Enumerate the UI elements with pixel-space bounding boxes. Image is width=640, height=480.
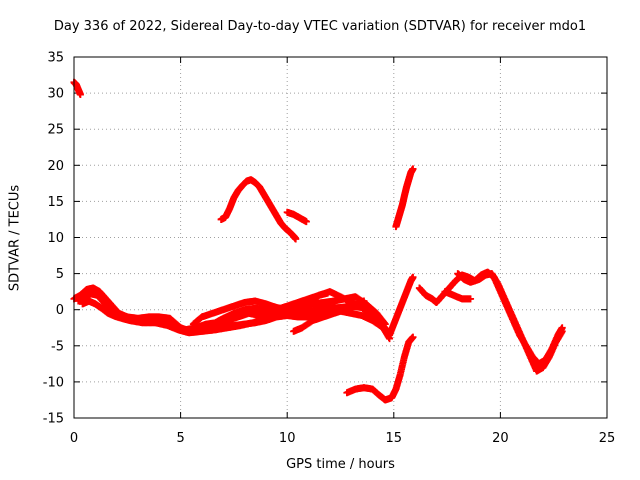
data-point	[409, 333, 417, 341]
series-right-cluster-b	[454, 270, 566, 375]
y-tick-label: 0	[56, 303, 64, 318]
series-hump-tail	[283, 208, 310, 226]
y-tick-label: -15	[43, 412, 64, 427]
series-rise-15	[392, 165, 417, 231]
y-tick-label: 25	[47, 123, 64, 138]
x-tick-label: 15	[386, 431, 403, 446]
x-tick-label: 5	[176, 431, 184, 446]
y-tick-label: 10	[47, 231, 64, 246]
data-point	[409, 165, 417, 173]
data-point	[409, 273, 417, 281]
data-point	[467, 295, 475, 303]
x-tick-label: 0	[70, 431, 78, 446]
data-series	[70, 78, 566, 404]
axis-ticks: -15 -10 -5 0 5 10 15 20 25 30 35 0 5 10 15 20 25	[43, 51, 616, 447]
y-tick-label: 20	[47, 159, 64, 174]
x-tick-label: 10	[279, 431, 296, 446]
plot-frame	[73, 56, 608, 419]
y-tick-label: 15	[47, 195, 64, 210]
y-tick-label: 35	[47, 51, 64, 66]
series-early-high	[70, 78, 84, 99]
y-axis-label: SDTVAR / TECUs	[7, 184, 23, 292]
y-tick-label: 5	[56, 267, 64, 282]
series-right-scatter	[441, 288, 475, 303]
data-point	[324, 289, 332, 297]
data-point	[558, 327, 566, 335]
y-tick-label: -5	[51, 339, 64, 354]
x-tick-label: 25	[599, 431, 616, 446]
series-mid-rise	[386, 273, 417, 339]
y-tick-label: -10	[43, 375, 64, 390]
grid	[74, 57, 607, 418]
x-axis-label: GPS time / hours	[286, 457, 395, 472]
series-band-f	[273, 289, 332, 314]
data-point	[76, 91, 84, 99]
series-low-dip	[343, 333, 417, 404]
series-hump	[217, 176, 300, 243]
series-band-g	[290, 297, 368, 335]
data-point	[302, 218, 310, 226]
series-right-cluster	[415, 268, 566, 368]
y-tick-label: 30	[47, 87, 64, 102]
data-point	[360, 297, 368, 305]
chart-title: Day 336 of 2022, Sidereal Day-to-day VTE…	[53, 19, 587, 34]
x-tick-label: 20	[492, 431, 509, 446]
data-point	[292, 235, 300, 243]
